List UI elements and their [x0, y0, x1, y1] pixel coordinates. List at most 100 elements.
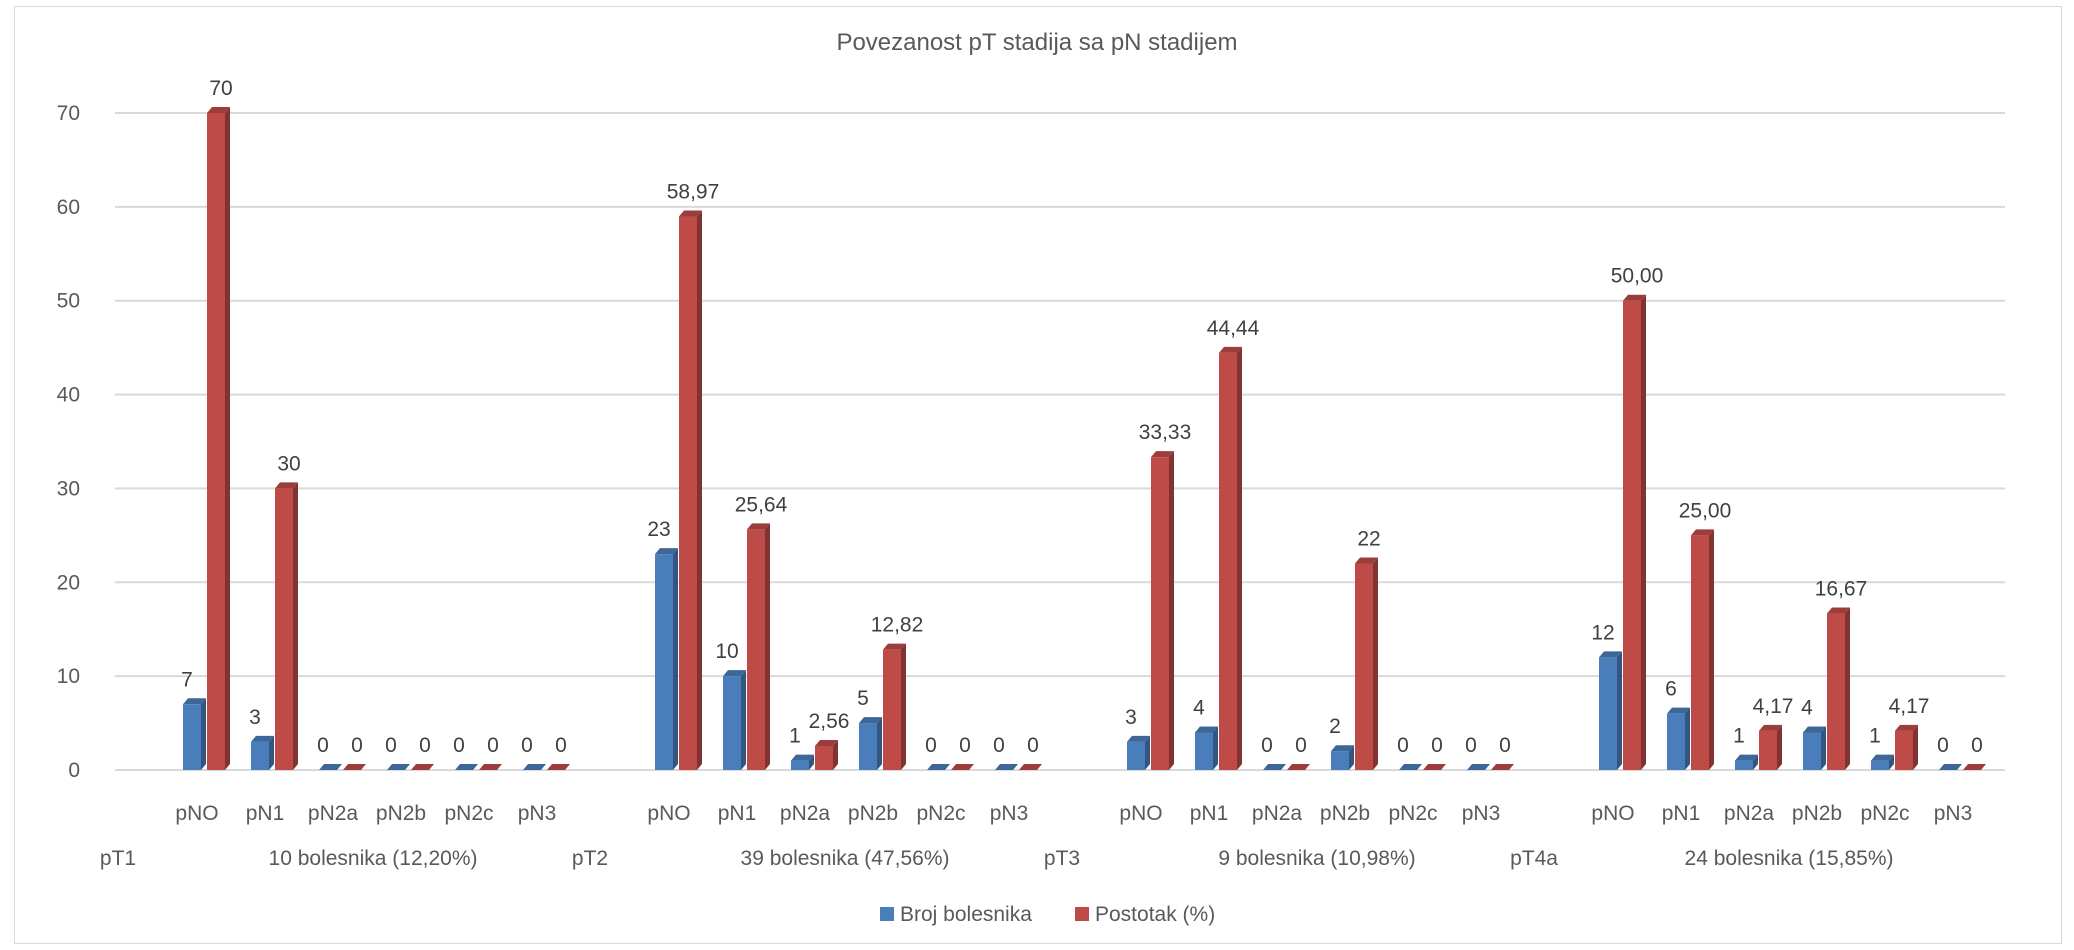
bar-side [673, 548, 678, 770]
bar-front [1759, 730, 1777, 770]
bar-front [207, 113, 225, 770]
bar-broj-bolesnika [455, 764, 478, 770]
data-label: 1 [1733, 725, 1745, 748]
bar-postotak [1151, 451, 1174, 770]
bar-top [1735, 754, 1758, 761]
data-label: 0 [1295, 734, 1307, 757]
data-label: 0 [1261, 734, 1273, 757]
data-label: 4,17 [1753, 695, 1794, 718]
bar-broj-bolesnika [1803, 726, 1826, 770]
bar-broj-bolesnika [995, 764, 1018, 770]
bar-postotak [1623, 294, 1646, 770]
x-tick-label: pN3 [990, 802, 1029, 825]
x-tick-label: pN2a [780, 802, 831, 825]
data-label: 0 [1465, 734, 1477, 757]
data-label: 44,44 [1207, 317, 1260, 340]
bar-side [1641, 294, 1646, 770]
bar-front [1599, 657, 1617, 770]
bar-top [1019, 764, 1042, 770]
y-tick-label: 60 [57, 196, 80, 219]
bar-side [877, 717, 882, 770]
bar-postotak [411, 764, 434, 770]
x-tick-label: pN3 [1934, 802, 1973, 825]
data-label: 3 [249, 706, 261, 729]
legend-swatch [1075, 907, 1089, 921]
bar-top [1939, 764, 1962, 770]
bar-side [1169, 451, 1174, 770]
bar-top [951, 764, 974, 770]
legend: Broj bolesnika Postotak (%) [880, 903, 1215, 926]
bar-broj-bolesnika [523, 764, 546, 770]
bar-postotak [1895, 724, 1918, 770]
chart-title: Povezanost pT stadija sa pN stadijem [836, 29, 1237, 56]
bar-postotak [815, 739, 838, 770]
x-tick-label: pN2b [848, 802, 898, 825]
bar-postotak [1219, 346, 1242, 770]
bar-postotak [1691, 529, 1714, 770]
x-tick-label: pN2a [1252, 802, 1303, 825]
bar-front [859, 723, 877, 770]
legend-swatch [880, 907, 894, 921]
bar-top [815, 739, 838, 746]
bar-top [183, 698, 206, 705]
bar-top [1691, 529, 1714, 536]
data-label: 50,00 [1611, 265, 1664, 288]
y-tick-label: 20 [57, 571, 80, 594]
legend-item: Broj bolesnika [880, 903, 1032, 926]
bar-top [1599, 651, 1622, 658]
x-tick-label: pN2c [916, 802, 965, 825]
legend-item: Postotak (%) [1075, 903, 1215, 926]
bar-front [723, 676, 741, 770]
y-tick-label: 50 [57, 290, 80, 313]
bar-front [1151, 457, 1169, 770]
data-label: 2 [1329, 715, 1341, 738]
data-label: 3 [1125, 706, 1137, 729]
bar-side [1213, 726, 1218, 770]
x-tick-label: pN2a [1724, 802, 1775, 825]
bar-postotak [1019, 764, 1042, 770]
bar-broj-bolesnika [1331, 745, 1354, 770]
bar-side [1349, 745, 1354, 770]
bar-top [251, 735, 274, 742]
bar-postotak [747, 523, 770, 770]
bar-side [225, 107, 230, 770]
bar-postotak [207, 107, 230, 770]
group-label: 24 bolesnika (15,85%) [1685, 847, 1894, 870]
data-label: 5 [857, 687, 869, 710]
data-label: 6 [1665, 678, 1677, 701]
bar-top [1667, 707, 1690, 714]
bar-top [1759, 724, 1782, 731]
bar-top [343, 764, 366, 770]
bar-front [1735, 760, 1753, 770]
bar-front [1667, 713, 1685, 770]
bar-side [1145, 735, 1150, 770]
bar-postotak [951, 764, 974, 770]
bar-broj-bolesnika [1735, 754, 1758, 770]
bar-front [1623, 300, 1641, 770]
bar-front [1895, 730, 1913, 770]
grid [115, 112, 2005, 771]
x-tick-label: pNO [1591, 802, 1634, 825]
bar-top [1195, 726, 1218, 733]
bar-top [523, 764, 546, 770]
bar-top [1399, 764, 1422, 770]
bar-broj-bolesnika [723, 670, 746, 770]
bar-broj-bolesnika [927, 764, 950, 770]
data-label: 12 [1591, 621, 1614, 644]
bar-top [791, 754, 814, 761]
bar-front [1691, 535, 1709, 770]
data-label: 70 [209, 77, 232, 100]
data-label: 0 [1971, 734, 1983, 757]
data-label: 0 [351, 734, 363, 757]
bar-top [1151, 451, 1174, 458]
bar-front [1871, 760, 1889, 770]
bar-broj-bolesnika [1263, 764, 1286, 770]
bar-broj-bolesnika [1195, 726, 1218, 770]
x-tick-label: pN2c [1860, 802, 1909, 825]
bar-side [293, 482, 298, 770]
bar-side [1373, 557, 1378, 770]
group-name: pT2 [572, 847, 608, 870]
bar-top [479, 764, 502, 770]
bars [183, 107, 1986, 771]
